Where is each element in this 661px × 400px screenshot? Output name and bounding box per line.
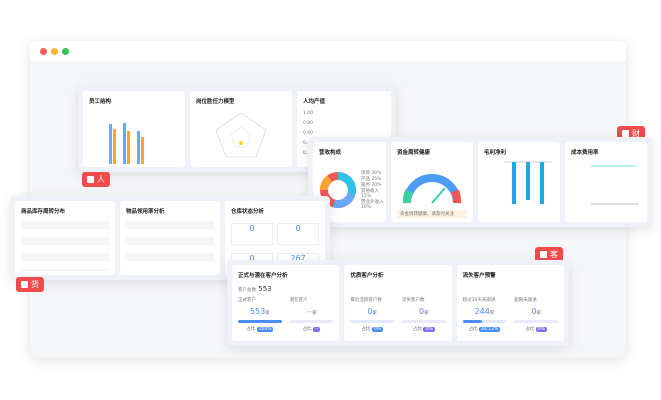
card-cost-rate: 成本费用率 bbox=[565, 142, 647, 222]
bar bbox=[512, 162, 516, 204]
donut-chart bbox=[320, 172, 356, 208]
close-dot[interactable] bbox=[40, 47, 47, 55]
unfollowed-stat: 超过30天未跟进 244家 占比 44.12% bbox=[462, 297, 507, 332]
customer-panel: 正式与潜在客户分析 客户总数 553 正式客户 553家 占比 100% 潜在客户 -… bbox=[227, 260, 569, 346]
tick: 0.60 bbox=[303, 131, 314, 136]
wallet-icon bbox=[622, 130, 629, 137]
card-usage: 物品领用率分析 bbox=[120, 201, 220, 275]
inventory-table bbox=[21, 221, 109, 271]
user-group-icon bbox=[540, 251, 547, 258]
tag-people: 人 bbox=[82, 172, 110, 187]
potential-stat: 潜在客户 --家 占比 -- bbox=[289, 297, 334, 332]
card-staff-structure: 员工结构 bbox=[83, 91, 185, 167]
tag-label: 货 bbox=[31, 280, 39, 289]
card-title: 正式与潜在客户分析 bbox=[238, 273, 288, 279]
bar-chart bbox=[109, 123, 144, 164]
card-title: 资金周转健康 bbox=[397, 150, 431, 156]
card-title: 流失客户预警 bbox=[462, 273, 496, 279]
card-profit: 毛利净利 bbox=[478, 142, 560, 222]
bar bbox=[540, 162, 544, 204]
tick: 1.00 bbox=[303, 111, 314, 116]
card-cash-turnover: 资金周转健康 资金周转健康，请及时关注 bbox=[391, 142, 473, 222]
maximize-dot[interactable] bbox=[62, 47, 69, 55]
slice bbox=[320, 172, 356, 208]
card-title: 岗位胜任力模型 bbox=[196, 99, 235, 105]
overdue-stat: 超期未跟进 0家 占比 0% bbox=[514, 297, 558, 332]
tick: 0.80 bbox=[303, 121, 314, 126]
card-title: 人均产值 bbox=[303, 99, 326, 105]
profit-bar-chart bbox=[504, 161, 552, 204]
gauge-note: 资金周转健康，请及时关注 bbox=[397, 210, 467, 218]
bar bbox=[137, 131, 140, 164]
total: 客户总数 553 bbox=[238, 285, 272, 293]
finance-panel: 营收构成 项目 30% 产品 25% 服务 20% 其他收入 15% 营业外收入… bbox=[308, 137, 652, 227]
gauge-chart bbox=[402, 174, 462, 204]
card-title: 毛利净利 bbox=[484, 150, 507, 156]
card-title: 成本费用率 bbox=[571, 150, 599, 156]
legend-item: 服务 20% bbox=[361, 183, 382, 188]
tag-customer: 客 bbox=[535, 247, 563, 262]
legend-item: 营业外收入 10% bbox=[361, 200, 384, 210]
minimize-dot[interactable] bbox=[51, 47, 58, 55]
cost-line-chart bbox=[591, 165, 639, 205]
bar bbox=[526, 162, 530, 200]
legend-item: 项目 30% bbox=[361, 171, 382, 176]
bar bbox=[113, 129, 116, 164]
radar-chart bbox=[215, 112, 267, 158]
box-icon bbox=[21, 281, 28, 288]
bar bbox=[123, 123, 126, 164]
card-title: 优质客户分析 bbox=[350, 273, 384, 279]
legend-item: 产品 25% bbox=[361, 177, 382, 182]
card-quality: 优质客户分析 最近活跃客户数 0家 占比 0% 流失客户数 0家 占比 0% bbox=[344, 265, 452, 341]
card-title: 营收构成 bbox=[319, 150, 342, 156]
title-bar bbox=[30, 41, 626, 61]
tag-label: 财 bbox=[632, 129, 640, 138]
card-formal-potential: 正式与潜在客户分析 客户总数 553 正式客户 553家 占比 100% 潜在客户 -… bbox=[232, 265, 340, 341]
legend: 项目 30% 产品 25% 服务 20% 其他收入 15% 营业外收入 10% bbox=[361, 170, 386, 210]
tag-label: 人 bbox=[97, 175, 105, 184]
card-title: 员工结构 bbox=[89, 99, 112, 105]
card-title: 商品库存周转分布 bbox=[21, 209, 66, 215]
tag-goods: 货 bbox=[16, 277, 44, 292]
bar bbox=[127, 131, 130, 164]
card-title: 仓库状态分析 bbox=[231, 209, 265, 215]
active-stat: 最近活跃客户数 0家 占比 0% bbox=[350, 297, 394, 332]
tag-label: 客 bbox=[550, 250, 558, 259]
card-title: 物品领用率分析 bbox=[126, 209, 165, 215]
stat: 0 bbox=[231, 223, 273, 245]
card-competency: 岗位胜任力模型 bbox=[190, 91, 292, 167]
legend-item: 其他收入 15% bbox=[361, 189, 379, 199]
card-inventory: 商品库存周转分布 bbox=[15, 201, 115, 275]
person-icon bbox=[87, 176, 94, 183]
stat: 0 bbox=[277, 223, 319, 245]
formal-stat: 正式客户 553家 占比 100% bbox=[238, 297, 282, 332]
card-churn-warning: 流失客户预警 超过30天未跟进 244家 占比 44.12% 超期未跟进 0家 占比 0… bbox=[456, 265, 564, 341]
usage-table bbox=[126, 221, 214, 265]
lost-stat: 流失客户数 0家 占比 0% bbox=[402, 297, 446, 332]
bar bbox=[141, 137, 144, 164]
bar bbox=[109, 124, 112, 164]
slice bbox=[320, 172, 356, 208]
